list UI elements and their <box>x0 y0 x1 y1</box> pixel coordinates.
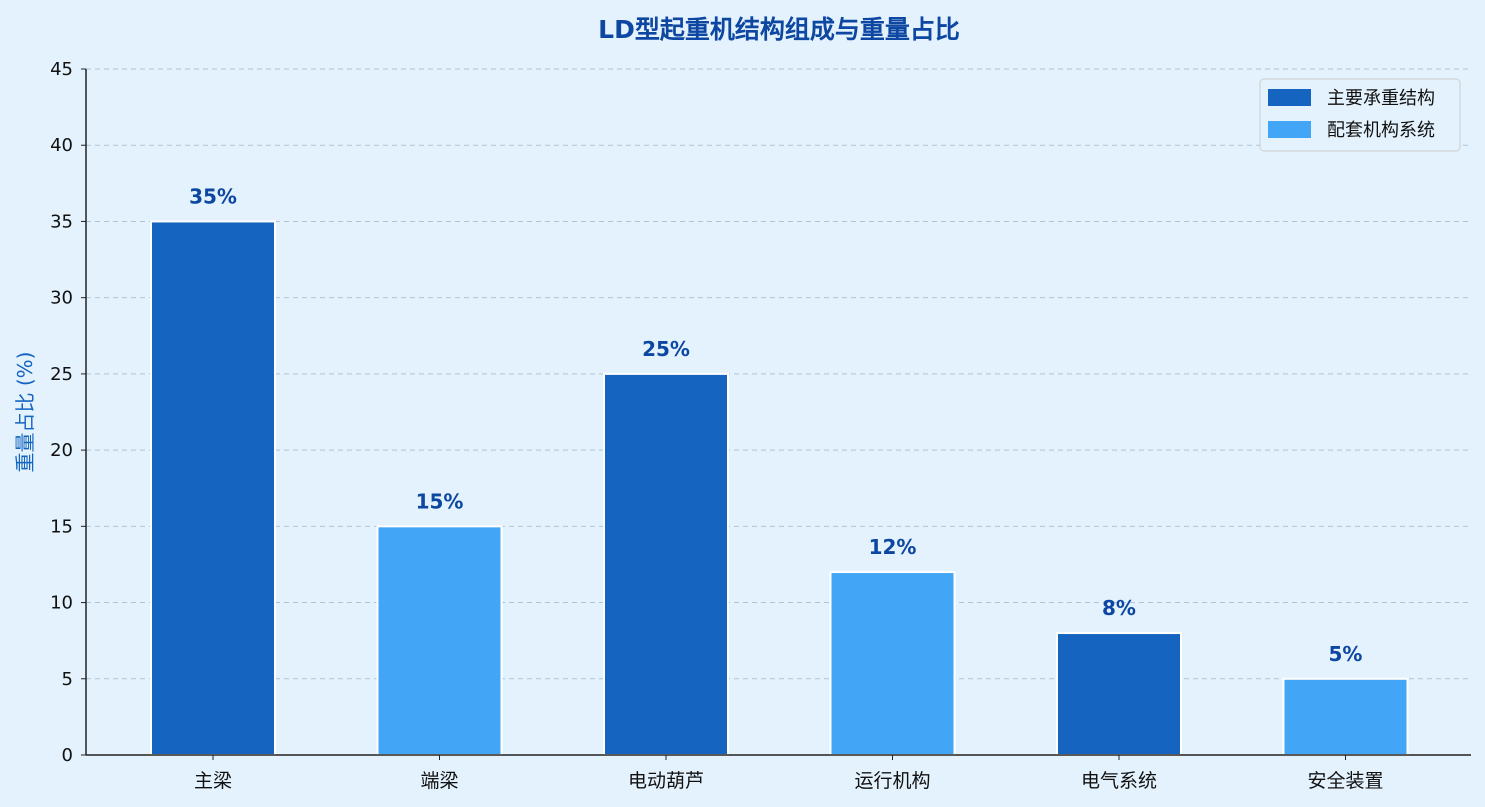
legend-swatch <box>1268 89 1311 106</box>
axes <box>85 69 1471 756</box>
y-tick-label: 10 <box>50 593 73 614</box>
data-label: 5% <box>1329 642 1363 666</box>
bar <box>376 525 503 756</box>
bar <box>829 571 956 756</box>
grid-lines <box>86 68 1471 680</box>
bar <box>603 372 729 756</box>
bar <box>1282 677 1409 756</box>
legend-swatch <box>1268 121 1311 138</box>
data-label: 15% <box>416 489 464 513</box>
chart-title: LD型起重机结构组成与重量占比 <box>598 15 960 44</box>
y-axis-label: 重量占比 (%) <box>13 352 37 473</box>
y-tick-label: 0 <box>62 745 73 766</box>
x-tick-label: 电气系统 <box>1081 770 1157 792</box>
y-tick-label: 15 <box>50 516 73 537</box>
x-tick-label: 运行机构 <box>854 770 930 792</box>
x-tick-labels: 主梁 端梁 电动葫芦 运行机构 电气系统 安全装置 <box>194 755 1384 792</box>
y-tick-label: 40 <box>50 135 73 156</box>
data-label: 12% <box>869 535 917 559</box>
data-label: 8% <box>1102 596 1136 620</box>
y-tick-label: 20 <box>50 440 73 461</box>
bar <box>1056 632 1182 756</box>
x-tick-label: 安全装置 <box>1307 770 1383 792</box>
data-label: 35% <box>189 184 237 208</box>
y-tick-label: 25 <box>50 364 73 385</box>
legend-label: 主要承重结构 <box>1327 88 1435 109</box>
y-tick-label: 5 <box>62 669 73 690</box>
x-tick-label: 端梁 <box>420 770 458 792</box>
bar <box>150 220 276 756</box>
y-tick-label: 35 <box>50 211 73 232</box>
y-tick-label: 30 <box>50 288 73 309</box>
data-labels: 35% 15% 25% 12% 8% 5% <box>189 184 1362 665</box>
x-tick-label: 电动葫芦 <box>628 770 704 792</box>
data-label: 25% <box>642 337 690 361</box>
bars <box>150 220 1409 756</box>
y-tick-labels: 0 5 10 15 20 25 30 35 40 45 <box>50 59 86 766</box>
x-tick-label: 主梁 <box>194 770 232 792</box>
legend-label: 配套机构系统 <box>1327 120 1435 141</box>
y-tick-label: 45 <box>50 59 73 80</box>
